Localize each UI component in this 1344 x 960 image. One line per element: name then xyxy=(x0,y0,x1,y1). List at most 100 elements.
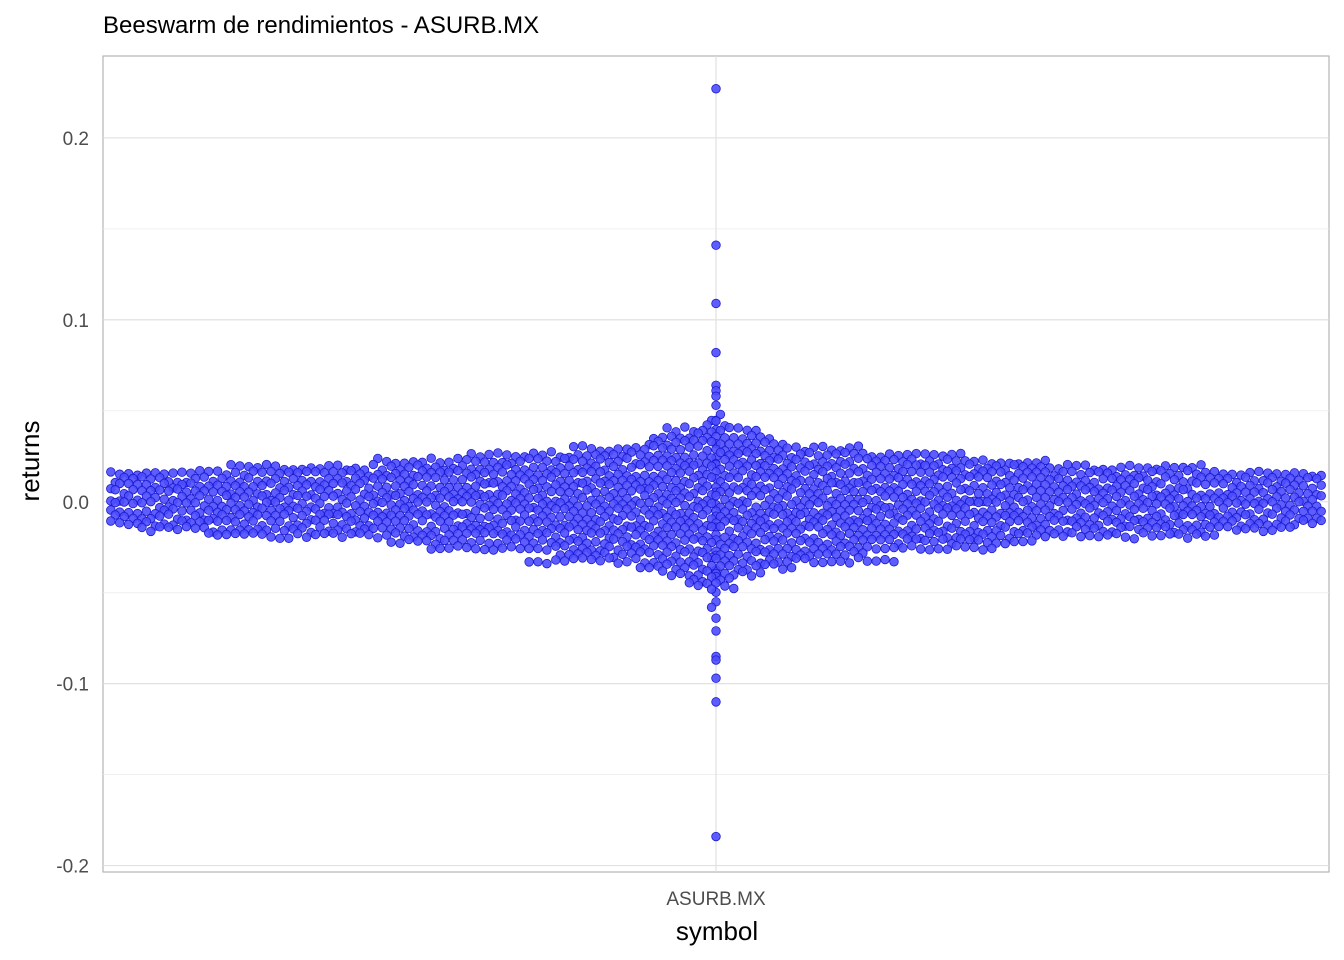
data-point xyxy=(933,516,944,526)
data-point xyxy=(956,485,966,495)
data-point xyxy=(911,486,921,496)
data-point xyxy=(622,557,632,567)
data-point xyxy=(1116,499,1126,509)
data-point xyxy=(1285,484,1295,495)
data-point xyxy=(960,542,970,552)
data-point xyxy=(666,570,677,581)
data-point xyxy=(422,486,432,496)
data-point xyxy=(1142,475,1153,485)
data-point xyxy=(591,487,601,498)
data-point xyxy=(973,497,984,508)
data-point xyxy=(466,472,476,482)
data-point xyxy=(693,428,703,438)
data-point xyxy=(230,467,241,478)
data-point xyxy=(128,484,138,495)
data-point xyxy=(328,478,339,489)
data-point xyxy=(502,535,512,545)
data-point xyxy=(920,497,930,507)
data-point xyxy=(564,461,574,471)
data-point xyxy=(1053,496,1064,507)
data-point xyxy=(1125,521,1135,532)
data-point xyxy=(804,500,815,510)
data-point xyxy=(479,544,490,555)
data-point xyxy=(404,462,414,472)
data-point xyxy=(769,523,779,534)
data-point xyxy=(786,462,797,472)
data-point xyxy=(982,472,993,483)
data-point xyxy=(795,509,806,520)
data-point xyxy=(898,543,908,553)
data-point xyxy=(680,547,690,557)
data-point xyxy=(560,541,570,551)
data-point xyxy=(702,552,712,563)
data-point xyxy=(1312,473,1322,484)
data-point xyxy=(502,460,512,470)
data-point xyxy=(778,564,788,574)
data-point xyxy=(706,584,717,594)
data-point xyxy=(488,478,499,488)
data-point xyxy=(626,486,637,496)
data-point xyxy=(729,541,739,552)
data-point xyxy=(181,521,192,532)
data-point xyxy=(916,503,926,513)
data-point xyxy=(929,536,939,547)
data-point xyxy=(266,516,276,526)
data-point xyxy=(751,561,761,571)
data-point xyxy=(657,481,668,492)
data-point xyxy=(996,530,1006,541)
data-point xyxy=(1098,474,1108,484)
data-point xyxy=(973,472,984,482)
data-point xyxy=(711,400,721,411)
data-point xyxy=(119,511,129,522)
data-point xyxy=(577,478,588,488)
data-point xyxy=(822,549,832,559)
data-point xyxy=(964,471,975,482)
data-point xyxy=(577,456,588,466)
data-point xyxy=(1205,510,1215,520)
data-point xyxy=(697,510,708,520)
data-point xyxy=(622,541,632,551)
data-point xyxy=(822,450,832,460)
data-point xyxy=(924,479,935,489)
data-point xyxy=(386,461,396,471)
data-point xyxy=(1165,503,1175,513)
data-point xyxy=(951,541,962,551)
data-point xyxy=(715,521,726,532)
y-tick-label: -0.2 xyxy=(56,857,89,878)
data-point xyxy=(524,543,534,554)
data-point xyxy=(742,447,752,457)
data-point xyxy=(706,472,717,482)
data-point xyxy=(862,454,873,464)
chart-title: Beeswarm de rendimientos - ASURB.MX xyxy=(103,12,540,39)
data-point xyxy=(884,509,895,519)
data-point xyxy=(155,522,165,532)
data-point xyxy=(560,556,570,566)
data-point xyxy=(608,461,619,472)
data-point xyxy=(555,512,565,522)
data-point xyxy=(1174,493,1184,504)
data-point xyxy=(649,441,659,451)
data-point xyxy=(1147,466,1157,477)
data-point xyxy=(390,481,401,491)
data-point xyxy=(457,509,468,519)
data-point xyxy=(1089,513,1099,523)
data-point xyxy=(809,469,819,480)
data-point xyxy=(551,480,561,490)
data-point xyxy=(662,474,672,485)
data-point xyxy=(257,503,267,513)
data-point xyxy=(413,536,423,546)
data-point xyxy=(1142,484,1153,495)
data-point xyxy=(1049,515,1059,526)
data-point xyxy=(635,498,646,508)
data-point xyxy=(377,497,387,508)
data-point xyxy=(1267,484,1277,495)
data-point xyxy=(203,505,214,515)
data-point xyxy=(1067,528,1077,538)
data-point xyxy=(622,453,632,463)
data-point xyxy=(479,467,490,478)
data-point xyxy=(1280,478,1291,488)
data-point xyxy=(275,533,285,544)
data-point xyxy=(1116,462,1126,472)
data-point xyxy=(573,524,583,535)
data-point xyxy=(1169,510,1180,521)
